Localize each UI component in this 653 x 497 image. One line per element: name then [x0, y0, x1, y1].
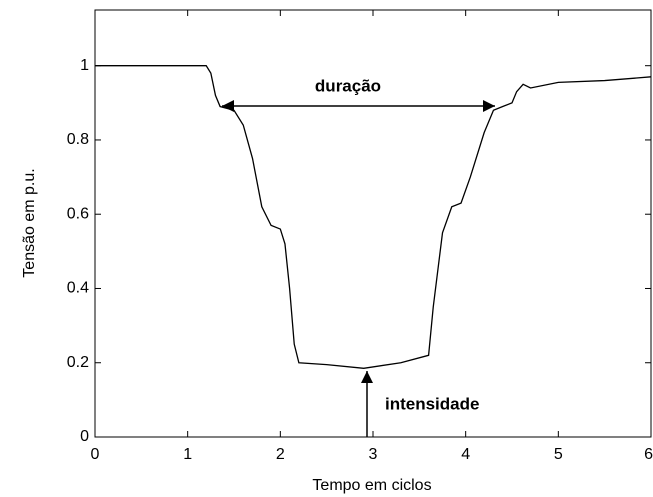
y-tick-label: 0	[80, 428, 89, 445]
annotation: duração	[315, 76, 381, 95]
x-axis-label: Tempo em ciclos	[312, 477, 431, 494]
y-tick-label: 1	[80, 57, 89, 74]
annotation: intensidade	[385, 394, 479, 413]
y-axis-label: Tensão em p.u.	[21, 168, 38, 277]
plot-frame	[94, 9, 652, 438]
y-tick-label: 0.8	[67, 131, 89, 148]
y-tick-label: 0.6	[67, 205, 89, 222]
y-tick-label: 0.2	[67, 354, 89, 371]
x-tick-label: 2	[276, 446, 285, 463]
x-tick-label: 3	[369, 446, 378, 463]
x-tick-label: 1	[183, 446, 192, 463]
y-tick-label: 0.4	[67, 280, 89, 297]
x-tick-label: 5	[554, 446, 563, 463]
voltage-line	[95, 65, 652, 369]
x-tick-label: 0	[91, 446, 100, 463]
x-tick-label: 4	[461, 446, 470, 463]
x-tick-label: 6	[644, 446, 653, 463]
